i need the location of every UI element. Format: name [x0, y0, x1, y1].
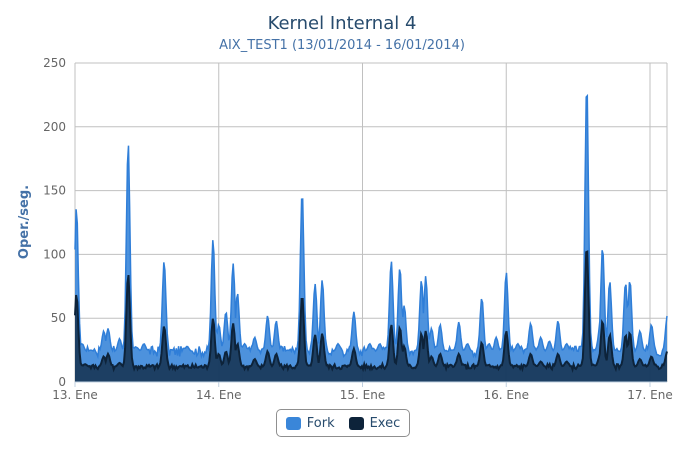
y-tick-label: 50: [51, 311, 66, 325]
chart-title: Kernel Internal 4: [268, 13, 417, 34]
x-tick-label: 16. Ene: [484, 388, 529, 402]
legend-label-fork: Fork: [306, 415, 335, 431]
x-tick-label: 15. Ene: [340, 388, 385, 402]
y-tick-label: 150: [43, 184, 66, 198]
legend: Fork Exec: [276, 409, 410, 437]
y-tick-label: 200: [43, 120, 66, 134]
exec-swatch: [348, 416, 364, 430]
legend-label-exec: Exec: [369, 415, 401, 431]
plot-area: [74, 93, 668, 383]
x-tick-label: 17. Ene: [627, 388, 672, 402]
fork-swatch: [285, 416, 301, 430]
x-tick-label: 14. Ene: [196, 388, 241, 402]
y-tick-label: 100: [43, 247, 66, 261]
grid: [74, 62, 668, 383]
chart-subtitle: AIX_TEST1 (13/01/2014 - 16/01/2014): [219, 38, 465, 53]
axes: 0 50 100 150 200 250 13. Ene 14. Ene 15. Ene 16. …: [43, 56, 673, 402]
y-tick-label: 250: [43, 56, 66, 70]
series-line-fork: [74, 93, 668, 360]
legend-item-exec[interactable]: Exec: [348, 415, 401, 431]
legend-item-fork[interactable]: Fork: [285, 415, 335, 431]
y-tick-label: 0: [58, 375, 66, 389]
y-axis-label: Oper./seg.: [17, 185, 32, 259]
x-tick-label: 13. Ene: [52, 388, 97, 402]
series-line-exec: [74, 250, 668, 374]
